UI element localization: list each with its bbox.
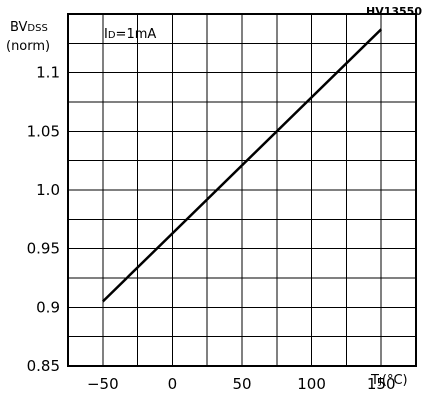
- x-tick-label: −50: [87, 375, 119, 393]
- x-tick-label: 100: [297, 375, 326, 393]
- y-tick-label: 0.85: [27, 357, 60, 375]
- x-tick-label: 50: [232, 375, 251, 393]
- x-tick-labels: −50 0 50 100 150: [87, 375, 396, 393]
- y-tick-label: 1.1: [36, 64, 60, 82]
- y-tick-label: 0.95: [27, 240, 60, 258]
- y-axis-label-line1: BVDSS: [10, 20, 48, 35]
- series-layer: [101, 28, 383, 303]
- plot-frame: [67, 13, 417, 367]
- y-tick-label: 0.9: [36, 298, 60, 316]
- y-tick-label: 1.0: [36, 181, 60, 199]
- y-tick-label: 1.05: [27, 122, 60, 140]
- x-tick-label: 150: [367, 375, 396, 393]
- grid: [67, 13, 417, 367]
- y-tick-labels: 0.85 0.9 0.95 1.0 1.05 1.1: [27, 64, 60, 375]
- test-condition-annotation: ID=1mA: [104, 27, 156, 42]
- x-axis-label: TJ(°C): [370, 373, 408, 388]
- y-axis-label-line2: (norm): [6, 39, 50, 54]
- series-line-0: [101, 28, 383, 303]
- x-tick-label: 0: [168, 375, 178, 393]
- figure-code: HV13550: [366, 5, 422, 18]
